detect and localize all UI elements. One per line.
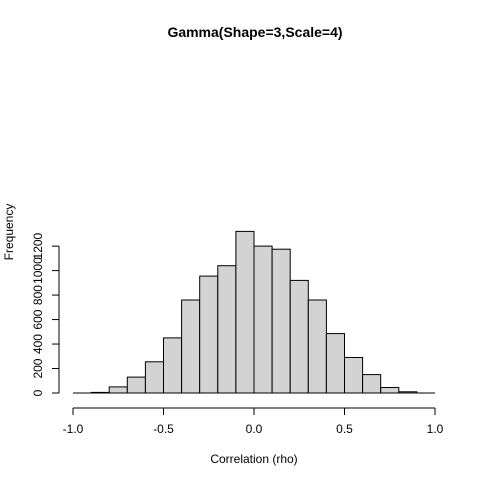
y-tick-label: 0 xyxy=(31,389,45,396)
y-axis-label: Frequency xyxy=(2,204,16,261)
histogram-bar xyxy=(380,387,400,394)
x-tick-label: -0.5 xyxy=(153,422,174,436)
y-tick-label: 800 xyxy=(31,285,45,305)
histogram-bar xyxy=(307,299,327,394)
histogram-bar xyxy=(325,333,345,394)
x-tick-label: -1.0 xyxy=(63,422,84,436)
chart-title: Gamma(Shape=3,Scale=4) xyxy=(167,24,342,40)
histogram-bar xyxy=(362,374,382,394)
histogram-bar xyxy=(271,248,291,394)
x-tick-label: 0.0 xyxy=(246,422,263,436)
y-tick-label: 400 xyxy=(31,334,45,354)
histogram-bar xyxy=(90,391,110,394)
y-tick-label: 200 xyxy=(31,358,45,378)
histogram-bar xyxy=(217,265,237,394)
histogram-bar xyxy=(181,299,201,394)
x-axis-label: Correlation (rho) xyxy=(210,452,297,466)
histogram-bar xyxy=(235,230,255,394)
x-axis: -1.0 -0.5 0.0 0.5 1.0 xyxy=(63,407,444,436)
x-tick-label: 1.0 xyxy=(427,422,444,436)
histogram-bar xyxy=(144,361,164,394)
histogram-bar xyxy=(199,275,219,394)
histogram-bar xyxy=(163,337,183,394)
histogram-bar xyxy=(253,245,273,394)
x-tick-label: 0.5 xyxy=(336,422,353,436)
y-tick-label: 1200 xyxy=(31,232,45,259)
histogram-bar xyxy=(398,391,418,394)
y-tick-label: 600 xyxy=(31,309,45,329)
histogram-bar xyxy=(289,279,309,394)
histogram-bars xyxy=(73,230,435,394)
histogram-bar xyxy=(344,357,364,394)
histogram-bar xyxy=(108,386,128,394)
y-tick-label: 1000 xyxy=(31,257,45,284)
histogram-bar xyxy=(126,376,146,394)
